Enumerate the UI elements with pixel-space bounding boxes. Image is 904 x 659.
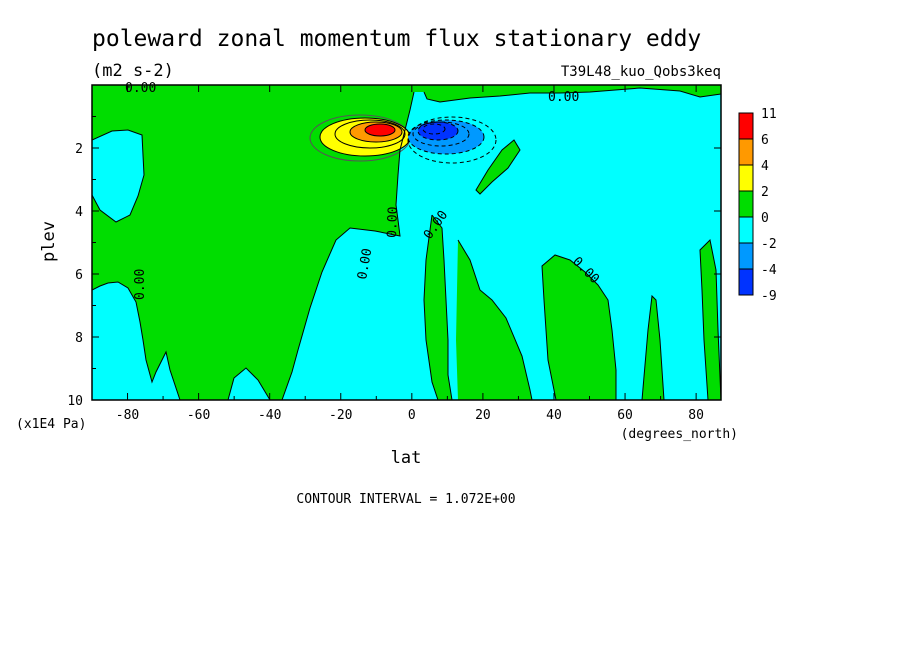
y-axis: 2 4 6 8 10 xyxy=(67,116,721,409)
colorbar-label: 2 xyxy=(761,185,769,200)
y-tick-label: 10 xyxy=(67,394,83,409)
positive-region-equatorial xyxy=(424,215,452,400)
x-tick-label: -60 xyxy=(187,408,210,423)
units-label: (m2 s-2) xyxy=(92,61,174,81)
colorbar-label: -2 xyxy=(761,237,777,252)
x-tick-label: 40 xyxy=(546,408,562,423)
positive-region-upper-20n xyxy=(476,140,520,194)
y-units-label: (x1E4 Pa) xyxy=(16,417,86,432)
y-axis-label: plev xyxy=(39,221,59,262)
x-tick-label: 20 xyxy=(475,408,491,423)
colorbar-swatch xyxy=(738,164,754,192)
negative-contours xyxy=(407,116,497,164)
chart-title: poleward zonal momentum flux stationary … xyxy=(92,26,701,52)
colorbar-label: -9 xyxy=(761,289,777,304)
zero-contours xyxy=(92,87,721,400)
positive-region-68n xyxy=(642,296,664,400)
colorbar-swatch xyxy=(738,138,754,166)
positive-region-main xyxy=(92,85,721,400)
plot-area xyxy=(92,85,721,400)
y-tick-label: 4 xyxy=(75,205,83,220)
colorbar-label: -4 xyxy=(761,263,777,278)
negative-region-left xyxy=(92,130,144,222)
x-units-label: (degrees_north) xyxy=(621,427,738,442)
x-tick-label: -40 xyxy=(258,408,281,423)
x-axis-label: lat xyxy=(391,448,422,468)
contour-label: 0.00 xyxy=(125,81,156,96)
contour-label: 0.00 xyxy=(355,247,375,280)
colorbar-swatch xyxy=(738,112,754,140)
colorbar-label: 4 xyxy=(761,159,769,174)
colorbar-swatch xyxy=(738,216,754,244)
x-tick-label: 0 xyxy=(408,408,416,423)
colorbar-swatch xyxy=(738,190,754,218)
x-tick-label: -20 xyxy=(329,408,352,423)
x-axis: -80 -60 -40 -20 0 20 40 60 80 xyxy=(116,85,704,423)
colorbar: 11 6 4 2 0 -2 -4 -9 xyxy=(738,107,777,304)
x-tick-label: 80 xyxy=(688,408,704,423)
contour-label: 0.00 xyxy=(385,206,401,238)
x-tick-label: -80 xyxy=(116,408,139,423)
colorbar-swatch xyxy=(738,268,754,296)
colorbar-label: 0 xyxy=(761,211,769,226)
y-tick-label: 8 xyxy=(75,331,83,346)
contour-interval: CONTOUR INTERVAL = 1.072E+00 xyxy=(296,492,515,507)
positive-region-45n xyxy=(542,255,616,400)
positive-region-40n-strip xyxy=(700,240,721,400)
colorbar-label: 11 xyxy=(761,107,777,122)
positive-contours xyxy=(309,114,411,162)
y-tick-label: 2 xyxy=(75,142,83,157)
y-tick-label: 6 xyxy=(75,268,83,283)
colorbar-swatch xyxy=(738,242,754,270)
positive-region-20n xyxy=(456,240,532,400)
x-tick-label: 60 xyxy=(617,408,633,423)
negative-fill-4 xyxy=(418,122,458,140)
run-label: T39L48_kuo_Qobs3keq xyxy=(561,64,721,80)
contour-label: 0.00 xyxy=(548,90,579,105)
positive-fill-6 xyxy=(365,124,395,136)
contour-label: 0.00 xyxy=(133,269,148,300)
colorbar-label: 6 xyxy=(761,133,769,148)
